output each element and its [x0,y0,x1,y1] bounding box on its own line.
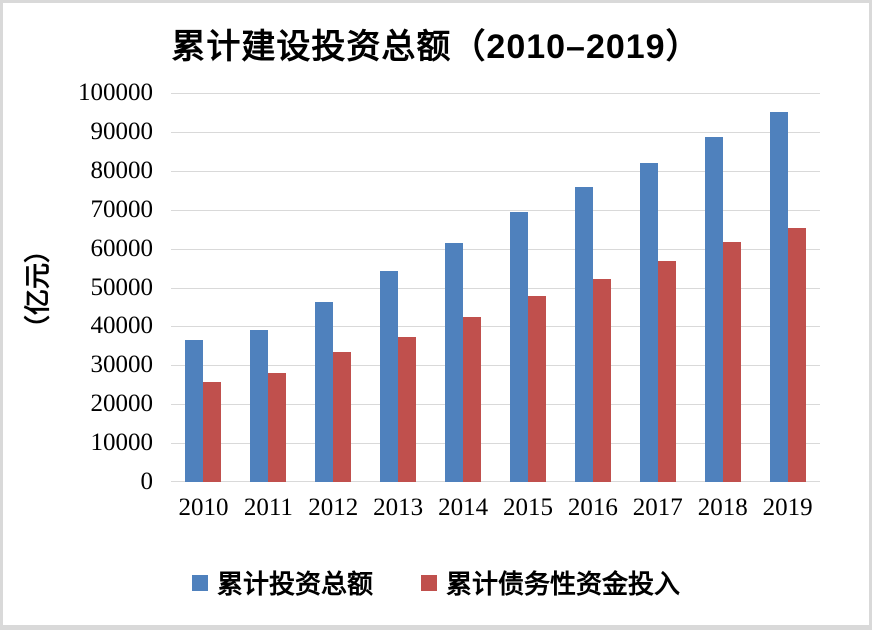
y-tick-label: 100000 [78,79,153,106]
x-tick-label: 2014 [438,494,489,521]
bar-series-1-2019 [769,112,788,482]
x-axis-tick-labels: 2010 2011 2012 2013 2014 2015 2016 2017 2018 2019 [171,494,820,522]
gridline [171,209,820,211]
bar-group [171,93,236,482]
x-tick-label: 2013 [373,494,424,521]
bar-series-1-2013 [380,270,399,482]
y-tick-label: 40000 [90,312,154,340]
bar-group [301,93,366,482]
x-tick-label: 2010 [178,494,229,521]
x-tick-label: 2017 [632,494,683,521]
legend-item-series-2: 累计债务性资金投入 [421,564,680,601]
bar-series-1-2015 [509,211,528,482]
bar-group [690,93,755,482]
bar-series-1-2018 [704,136,723,482]
y-tick-label: 0 [140,468,154,495]
x-tick-label: 2018 [697,494,748,521]
gridline [171,93,820,94]
gridline [171,248,820,250]
y-tick-label: 20000 [90,390,154,418]
gridline [171,365,820,367]
gridline [171,404,820,406]
gridline [171,131,820,133]
bar-group [366,93,431,482]
legend-label: 累计投资总额 [216,569,373,599]
x-tick-label: 2011 [243,494,293,521]
bar-series-2-2012 [333,351,352,482]
y-tick-label: 90000 [90,117,154,145]
bar-series-2-2018 [722,242,741,482]
chart-title: 累计建设投资总额（2010–2019） [171,28,701,66]
bar-series-2-2014 [463,316,482,482]
bar-series-2-2013 [398,336,417,482]
y-tick-label: 30000 [90,351,154,379]
y-tick-label: 50000 [90,273,154,301]
x-tick-label: 2012 [308,494,359,521]
legend: 累计投资总额 累计债务性资金投入 [3,564,869,601]
bar-group [755,93,820,482]
bar-series-2-2011 [268,373,287,482]
bar-series-2-2019 [787,227,806,482]
y-tick-label: 60000 [90,234,154,262]
bar-series-1-2012 [315,301,334,482]
x-tick-label: 2016 [567,494,618,521]
y-tick-label: 70000 [90,195,154,223]
bar-series-1-2014 [445,242,464,482]
x-tick-label: 2015 [502,494,553,521]
gridline [171,481,820,482]
bar-series-2-2017 [657,261,676,482]
bar-series-2-2010 [203,381,222,482]
x-tick-label: 2019 [762,494,813,521]
gridline [171,170,820,172]
legend-item-series-1: 累计投资总额 [191,564,373,601]
legend-swatch-icon [191,574,208,591]
bar-series-2-2015 [527,296,546,482]
bar-series-2-2016 [592,278,611,482]
gridline [171,326,820,328]
y-tick-label: 10000 [90,429,154,457]
bar-group [496,93,561,482]
bar-series-1-2017 [639,162,658,482]
legend-swatch-icon [421,574,437,591]
bar-group [560,93,625,482]
bar-group [236,93,301,482]
plot-area [171,93,820,482]
bar-series-1-2011 [250,330,269,482]
bar-group [431,93,496,482]
bar-group [625,93,690,482]
y-tick-label: 80000 [90,156,154,184]
gridline [171,287,820,289]
gridline [171,443,820,445]
bar-series-1-2016 [574,186,593,482]
legend-label: 累计债务性资金投入 [446,569,681,599]
bar-series-1-2010 [185,340,204,482]
